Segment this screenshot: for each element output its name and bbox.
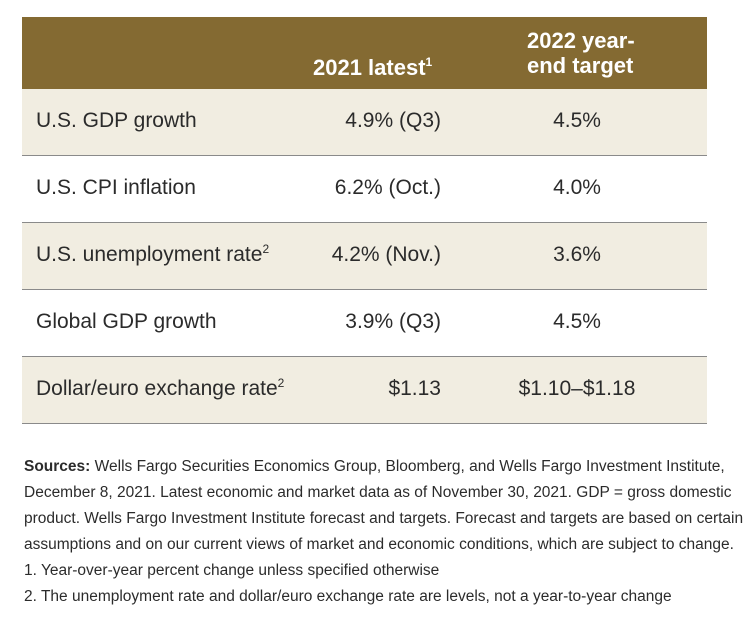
row-latest-value: 4.2% (Nov.): [331, 243, 441, 266]
row-label-text: U.S. GDP growth: [36, 109, 197, 132]
header-2021-latest: 2021 latest1: [313, 55, 483, 81]
row-label: Global GDP growth: [36, 310, 217, 334]
sources-note: Sources: Wells Fargo Securities Economic…: [24, 454, 749, 558]
table-notes: Sources: Wells Fargo Securities Economic…: [24, 454, 749, 610]
header-footnote-marker: 1: [425, 55, 433, 69]
footnote-2: 2. The unemployment rate and dollar/euro…: [24, 588, 672, 605]
row-label: U.S. GDP growth: [36, 109, 197, 133]
row-label-text: Global GDP growth: [36, 310, 217, 333]
row-label-text: U.S. CPI inflation: [36, 176, 196, 199]
sources-label: Sources:: [24, 458, 91, 475]
table-row: Global GDP growth 3.9% (Q3) 4.5%: [22, 290, 707, 357]
table-header: 2021 latest1 2022 year- end target: [22, 17, 707, 89]
row-target-value: 3.6%: [553, 243, 601, 266]
row-footnote-marker: 2: [277, 376, 285, 390]
row-latest-value: 4.9% (Q3): [345, 109, 441, 132]
row-label: U.S. unemployment rate2: [36, 242, 270, 267]
row-label: U.S. CPI inflation: [36, 176, 196, 200]
table-row: Dollar/euro exchange rate2 $1.13 $1.10–$…: [22, 357, 707, 424]
row-target-value: 4.0%: [553, 176, 601, 199]
header-2022-target-line2: end target: [527, 53, 634, 78]
row-target-value: 4.5%: [553, 109, 601, 132]
header-2021-latest-text: 2021 latest: [313, 55, 426, 80]
row-latest-value: 3.9% (Q3): [345, 310, 441, 333]
row-label: Dollar/euro exchange rate2: [36, 376, 285, 401]
economic-forecast-table: 2021 latest1 2022 year- end target U.S. …: [22, 17, 707, 424]
row-target-value: 4.5%: [553, 310, 601, 333]
row-latest-value: $1.13: [388, 377, 441, 400]
row-label-text: U.S. unemployment rate: [36, 243, 263, 266]
table-row: U.S. GDP growth 4.9% (Q3) 4.5%: [22, 89, 707, 156]
row-latest-value: 6.2% (Oct.): [334, 176, 441, 199]
header-2022-target: 2022 year- end target: [527, 28, 697, 78]
row-footnote-marker: 2: [262, 242, 270, 256]
footnote-1: 1. Year-over-year percent change unless …: [24, 562, 440, 579]
header-2022-target-line1: 2022 year-: [527, 28, 635, 53]
table-row: U.S. CPI inflation 6.2% (Oct.) 4.0%: [22, 156, 707, 223]
sources-text: Wells Fargo Securities Economics Group, …: [24, 458, 744, 553]
row-target-value: $1.10–$1.18: [518, 377, 636, 400]
table-row: U.S. unemployment rate2 4.2% (Nov.) 3.6%: [22, 223, 707, 290]
row-label-text: Dollar/euro exchange rate: [36, 377, 278, 400]
